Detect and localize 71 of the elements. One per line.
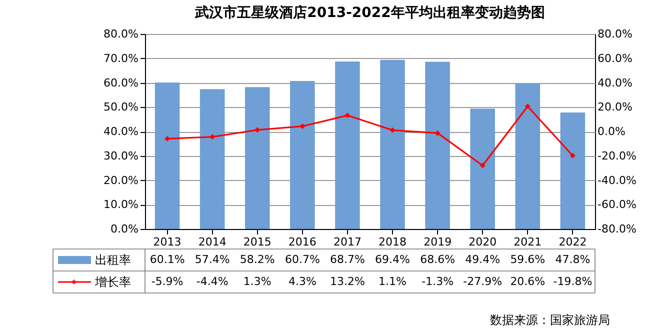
bar (515, 84, 540, 229)
data-label: 68.7% (330, 253, 365, 266)
y2-tick-label: -20.0% (598, 149, 636, 162)
data-label: 20.6% (510, 275, 546, 288)
source-note: 数据来源：国家旅游局 (490, 312, 610, 329)
x-tick-label: 2013 (153, 236, 182, 248)
point (480, 162, 486, 168)
point (434, 130, 440, 136)
y2-tick-label: 80.0% (598, 28, 632, 40)
point (570, 152, 576, 158)
data-label: 60.7% (284, 253, 320, 266)
y2-tick-label: 0.0% (598, 125, 626, 138)
bar (425, 62, 450, 229)
point (390, 127, 396, 133)
data-label: -1.3% (422, 275, 454, 288)
chart-title: 武汉市五星级酒店2013-2022年平均出租率变动趋势图 (194, 4, 545, 21)
y-tick-label: 30.0% (104, 149, 138, 162)
x-tick-label: 2018 (378, 236, 407, 248)
data-label: 13.2% (330, 275, 365, 288)
y2-tick-label: 60.0% (598, 52, 632, 65)
data-label: 4.3% (288, 275, 316, 288)
data-label: -5.9% (151, 275, 184, 288)
y-tick-label: 0.0% (110, 222, 138, 236)
y-tick-label: 50.0% (104, 100, 138, 114)
bar (200, 89, 225, 229)
x-tick-label: 2019 (424, 236, 452, 248)
bar (380, 60, 405, 229)
bar (335, 62, 360, 229)
bar (560, 112, 586, 229)
data-label: 58.2% (240, 253, 275, 266)
bar (245, 87, 270, 229)
data-label: -19.8% (553, 275, 592, 288)
point (344, 112, 350, 118)
y2-tick-label: -60.0% (598, 198, 636, 212)
data-label: 57.4% (194, 253, 230, 266)
bar (290, 81, 315, 229)
y-tick-label: 70.0% (104, 52, 138, 65)
data-label: 49.4% (465, 253, 500, 266)
point (164, 136, 170, 142)
data-label: 60.1% (150, 253, 185, 266)
data-label: -27.9% (463, 275, 502, 288)
point (210, 134, 216, 140)
bar (154, 82, 180, 229)
bar (470, 108, 495, 229)
x-tick-label: 2016 (288, 236, 316, 248)
y-tick-label: 60.0% (104, 76, 138, 90)
y2-tick-label: -80.0% (598, 222, 636, 236)
data-label: 47.8% (555, 253, 590, 266)
y-tick-label: 40.0% (104, 125, 138, 138)
data-label: 59.6% (510, 253, 546, 266)
x-tick-label: 2014 (198, 236, 226, 248)
y2-tick-label: 20.0% (598, 100, 632, 114)
data-label: 1.1% (378, 275, 406, 288)
x-tick-label: 2021 (514, 236, 542, 248)
x-tick-label: 2017 (333, 236, 362, 248)
data-label: -4.4% (196, 275, 228, 288)
x-tick-label: 2020 (468, 236, 497, 248)
x-tick-label: 2015 (243, 236, 272, 248)
y2-tick-label: -40.0% (598, 174, 636, 187)
point (300, 124, 306, 129)
data-label: 69.4% (375, 253, 410, 266)
x-tick-label: 2022 (558, 236, 587, 248)
data-label: 68.6% (420, 253, 456, 266)
y2-tick-label: 40.0% (598, 76, 632, 90)
point (524, 104, 530, 110)
legend-label: 出租率 (95, 253, 131, 267)
y-tick-label: 80.0% (104, 28, 138, 40)
y-tick-label: 10.0% (104, 198, 138, 212)
legend-label: 增长率 (94, 275, 131, 289)
data-label: 1.3% (243, 275, 272, 288)
y-tick-label: 20.0% (104, 174, 138, 187)
